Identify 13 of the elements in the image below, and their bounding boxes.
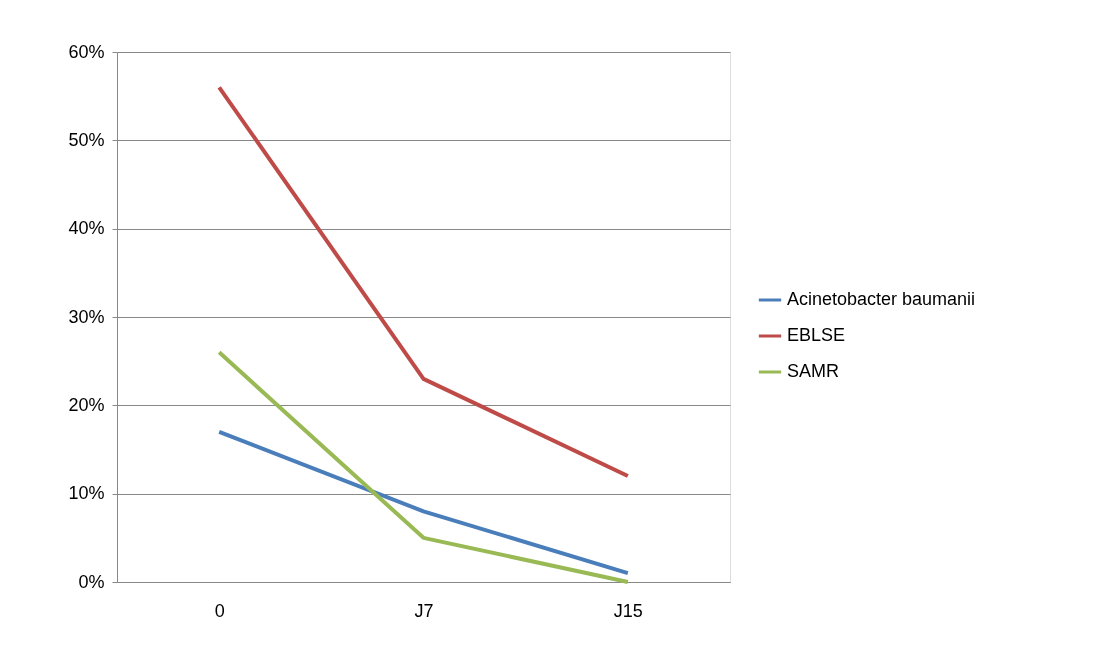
legend-label: Acinetobacter baumanii [787, 289, 976, 309]
legend-label: SAMR [787, 361, 840, 381]
x-tick-label: J7 [414, 600, 434, 621]
y-tick-label: 0% [78, 571, 105, 592]
y-tick-label: 30% [68, 306, 105, 327]
y-tick-label: 20% [68, 394, 105, 415]
y-tick-label: 40% [68, 218, 105, 239]
y-tick-label: 50% [68, 129, 105, 150]
y-tick-label: 60% [68, 41, 105, 62]
x-tick-label: J15 [613, 600, 643, 621]
x-tick-label: 0 [214, 600, 225, 621]
legend-label: EBLSE [787, 325, 846, 345]
y-tick-label: 10% [68, 483, 105, 504]
